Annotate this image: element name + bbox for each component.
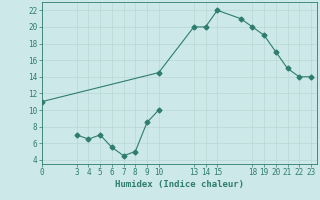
X-axis label: Humidex (Indice chaleur): Humidex (Indice chaleur)	[115, 180, 244, 189]
